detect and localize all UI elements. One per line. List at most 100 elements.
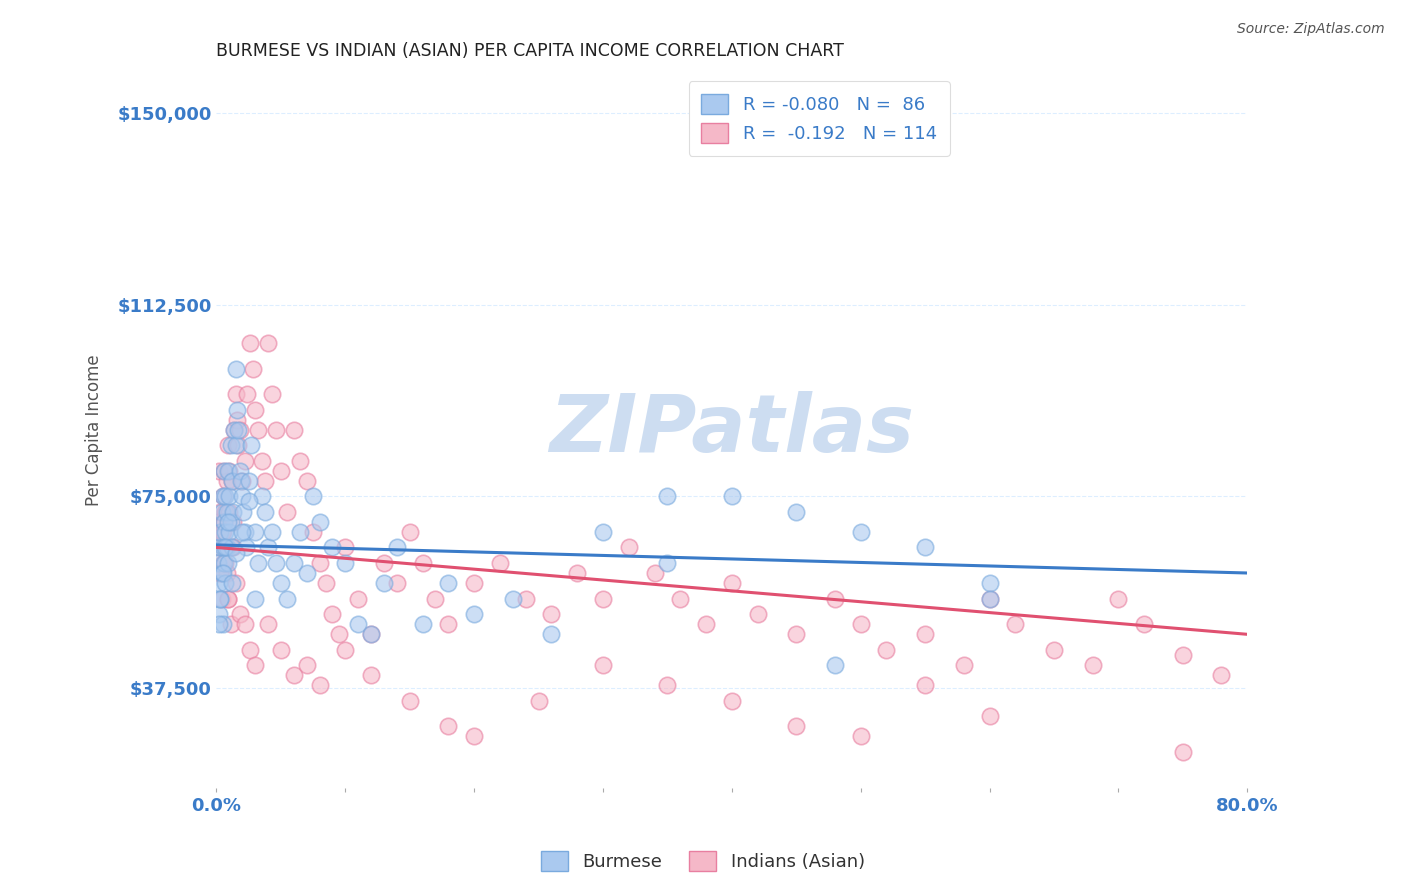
Point [1211, 668, 1233, 682]
Point [288, 453, 311, 467]
Point [849, 617, 872, 632]
Point [1043, 642, 1066, 657]
Point [785, 505, 807, 519]
Point [217, 515, 239, 529]
Point [875, 642, 897, 657]
Point [914, 678, 936, 692]
Point [212, 617, 235, 632]
Point [243, 591, 266, 606]
Point [209, 505, 232, 519]
Point [225, 361, 247, 376]
Point [217, 591, 239, 606]
Point [212, 464, 235, 478]
Point [221, 541, 243, 555]
Point [1081, 657, 1104, 672]
Point [398, 694, 420, 708]
Point [212, 515, 235, 529]
Text: ZIPatlas: ZIPatlas [550, 391, 914, 469]
Point [228, 438, 250, 452]
Point [540, 607, 562, 621]
Point [218, 525, 240, 540]
Point [214, 556, 236, 570]
Point [232, 505, 254, 519]
Point [360, 627, 382, 641]
Point [695, 617, 717, 632]
Point [222, 541, 245, 555]
Point [657, 678, 679, 692]
Point [283, 668, 305, 682]
Point [214, 525, 236, 540]
Point [214, 489, 236, 503]
Point [463, 607, 485, 621]
Point [225, 387, 247, 401]
Point [226, 413, 249, 427]
Point [236, 387, 259, 401]
Point [785, 627, 807, 641]
Point [250, 453, 273, 467]
Point [412, 556, 434, 570]
Point [212, 566, 235, 580]
Point [669, 591, 692, 606]
Point [540, 627, 562, 641]
Point [246, 556, 269, 570]
Point [217, 591, 239, 606]
Point [979, 591, 1001, 606]
Point [208, 464, 231, 478]
Point [212, 556, 235, 570]
Point [254, 474, 277, 488]
Point [437, 617, 460, 632]
Point [209, 566, 232, 580]
Point [849, 525, 872, 540]
Legend: R = -0.080   N =  86, R =  -0.192   N = 114: R = -0.080 N = 86, R = -0.192 N = 114 [689, 81, 949, 155]
Point [221, 474, 243, 488]
Point [373, 576, 395, 591]
Point [233, 617, 256, 632]
Point [335, 556, 357, 570]
Point [302, 525, 325, 540]
Point [222, 515, 245, 529]
Point [229, 474, 252, 488]
Point [231, 525, 253, 540]
Point [211, 525, 233, 540]
Point [233, 453, 256, 467]
Point [347, 617, 370, 632]
Point [221, 474, 243, 488]
Point [979, 709, 1001, 723]
Point [243, 657, 266, 672]
Point [226, 402, 249, 417]
Point [849, 730, 872, 744]
Point [257, 617, 280, 632]
Point [221, 576, 243, 591]
Point [207, 556, 229, 570]
Point [385, 576, 408, 591]
Point [228, 464, 250, 478]
Point [222, 505, 245, 519]
Point [502, 591, 524, 606]
Point [720, 694, 742, 708]
Point [270, 464, 292, 478]
Point [592, 657, 614, 672]
Point [1107, 591, 1129, 606]
Point [209, 591, 232, 606]
Point [321, 541, 343, 555]
Point [437, 719, 460, 733]
Point [238, 474, 260, 488]
Point [242, 361, 264, 376]
Point [747, 607, 769, 621]
Point [720, 576, 742, 591]
Point [209, 591, 232, 606]
Point [914, 541, 936, 555]
Point [617, 541, 640, 555]
Point [335, 642, 357, 657]
Point [233, 525, 256, 540]
Point [208, 576, 231, 591]
Point [592, 591, 614, 606]
Text: BURMESE VS INDIAN (ASIAN) PER CAPITA INCOME CORRELATION CHART: BURMESE VS INDIAN (ASIAN) PER CAPITA INC… [217, 42, 844, 60]
Point [257, 336, 280, 351]
Point [228, 607, 250, 621]
Point [1171, 648, 1194, 662]
Point [308, 556, 330, 570]
Point [211, 505, 233, 519]
Point [219, 617, 242, 632]
Point [257, 541, 280, 555]
